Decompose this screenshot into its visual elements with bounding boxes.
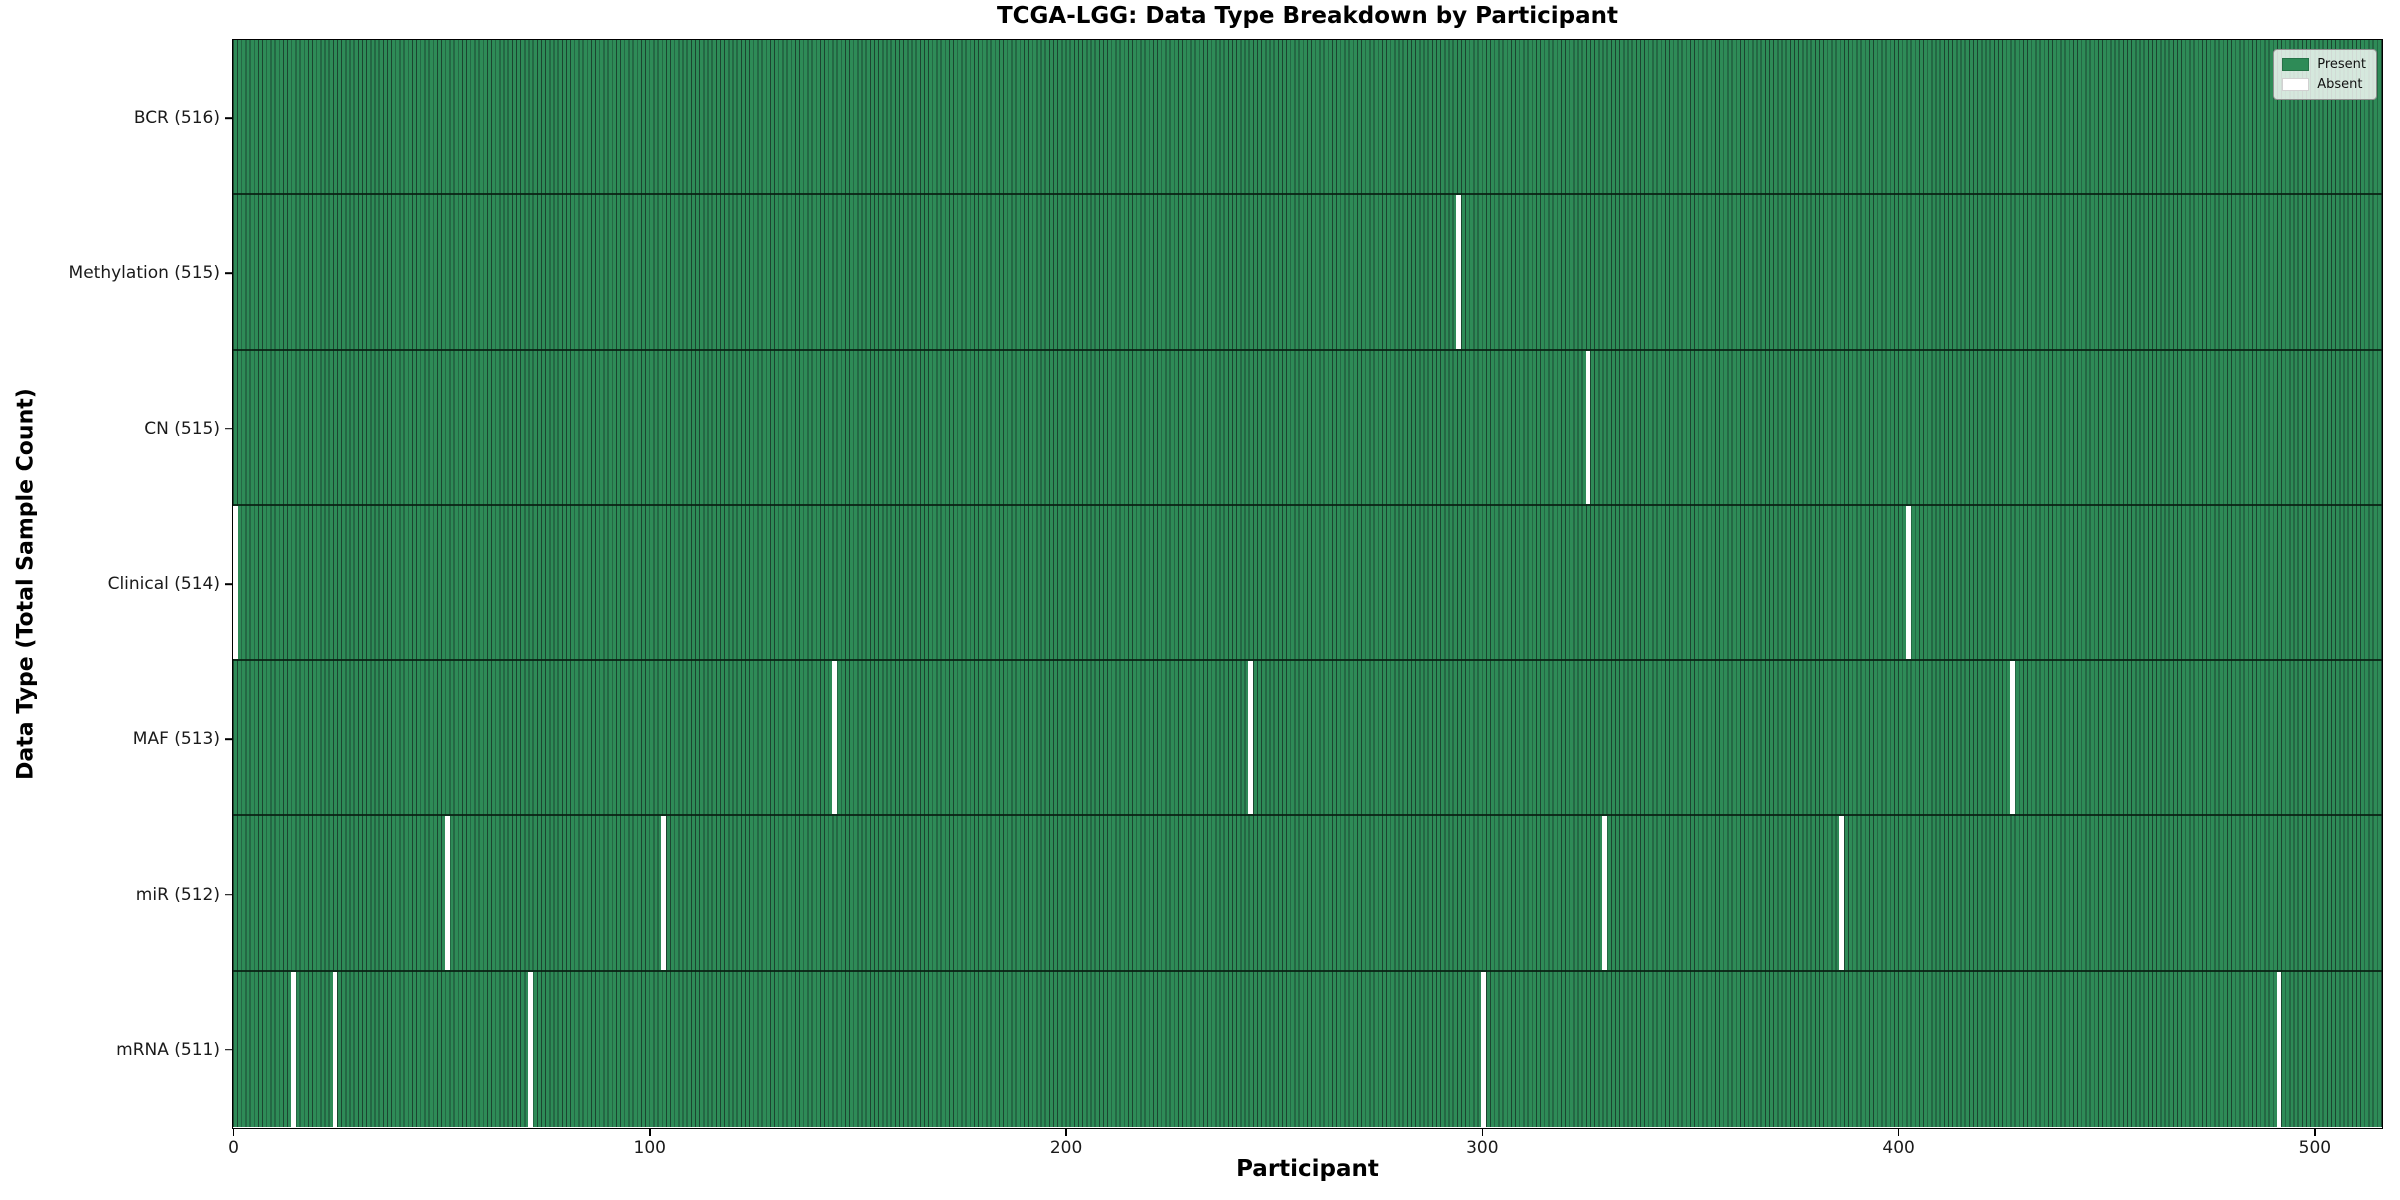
xtick-mark-100	[648, 1129, 651, 1136]
absent-gap-mrna-p491	[2276, 971, 2282, 1127]
ytick-label-mrna: mRNA (511)	[116, 1039, 220, 1060]
ytick-mark-cn	[225, 427, 232, 430]
absent-gap-clinical-p0	[233, 505, 238, 660]
xtick-mark-0	[232, 1129, 235, 1136]
xtick-label-200: 200	[1049, 1138, 1083, 1158]
xtick-mark-200	[1065, 1129, 1067, 1136]
absent-gap-mrna-p24	[332, 971, 338, 1127]
row-maf	[233, 661, 2382, 817]
xtick-mark-500	[2314, 1129, 2316, 1136]
ytick-label-bcr: BCR (516)	[133, 108, 220, 129]
ytick-mark-bcr	[225, 117, 232, 119]
absent-gap-mrna-p71	[528, 971, 534, 1127]
ytick-mark-methylation	[225, 272, 232, 275]
legend-absent-label: Absent	[2317, 77, 2363, 92]
absent-gap-maf-p427	[2010, 661, 2016, 815]
absent-gap-mrna-p300	[1481, 971, 1487, 1127]
absent-gap-mir-p329	[1602, 816, 1608, 970]
legend: Present Absent	[2273, 49, 2377, 100]
ytick-mark-maf	[225, 738, 232, 741]
legend-item-absent: Absent	[2282, 77, 2366, 92]
row-cn	[233, 350, 2382, 506]
ytick-label-cn: CN (515)	[144, 418, 220, 439]
legend-absent-swatch	[2282, 78, 2310, 91]
ytick-label-mir: miR (512)	[135, 884, 220, 905]
absent-gap-clinical-p402	[1906, 505, 1911, 660]
ytick-mark-mir	[225, 893, 232, 896]
absent-gap-maf-p244	[1248, 661, 1254, 815]
xtick-label-300: 300	[1466, 1138, 1499, 1158]
legend-item-present: Present	[2282, 57, 2366, 72]
row-mrna	[233, 971, 2382, 1127]
row-methylation	[233, 195, 2382, 351]
xtick-label-100: 100	[633, 1138, 666, 1158]
absent-gap-mir-p103	[661, 816, 667, 970]
ytick-label-methylation: Methylation (515)	[68, 263, 220, 284]
xtick-label-500: 500	[2298, 1138, 2332, 1158]
ytick-mark-clinical	[225, 583, 232, 585]
absent-gap-methylation-p294	[1456, 195, 1462, 349]
legend-present-label: Present	[2317, 57, 2366, 72]
absent-gap-mir-p386	[1839, 816, 1845, 970]
absent-gap-mrna-p14	[290, 971, 296, 1127]
x-axis-label: Participant	[1236, 1156, 1379, 1182]
chart-title: TCGA-LGG: Data Type Breakdown by Partici…	[996, 3, 1619, 29]
absent-gap-cn-p325	[1585, 350, 1591, 504]
absent-gap-mir-p51	[444, 816, 450, 970]
ytick-label-maf: MAF (513)	[132, 729, 220, 750]
row-mir	[233, 816, 2382, 972]
absent-gap-maf-p144	[832, 661, 837, 815]
ytick-mark-mrna	[225, 1049, 232, 1051]
plot-area: Present Absent	[232, 39, 2383, 1129]
row-clinical	[233, 505, 2382, 662]
heatmap-grid	[233, 40, 2382, 1128]
legend-present-swatch	[2282, 58, 2310, 71]
xtick-label-400: 400	[1882, 1138, 1915, 1158]
xtick-mark-400	[1897, 1129, 1900, 1136]
ytick-label-clinical: Clinical (514)	[107, 574, 220, 594]
row-bcr	[233, 40, 2382, 196]
xtick-label-0: 0	[228, 1138, 239, 1158]
xtick-mark-300	[1481, 1129, 1484, 1136]
